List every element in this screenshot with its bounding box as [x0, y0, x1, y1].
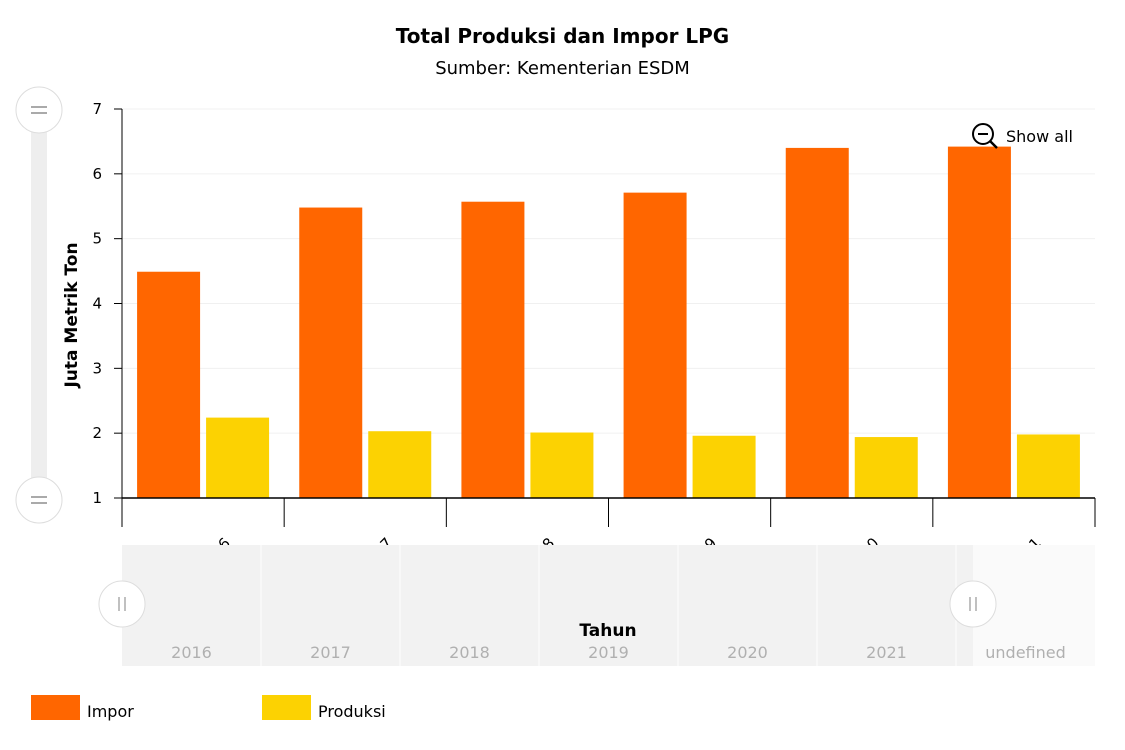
bar-impor-2017 [299, 207, 363, 498]
x-axis-title: Tahun [579, 621, 636, 641]
bar-produksi-2021 [1016, 434, 1080, 498]
y-tick-label: 4 [92, 295, 102, 313]
navigator-label: undefined [985, 643, 1066, 662]
bar-produksi-2018 [530, 432, 594, 498]
navigator-label: 2016 [171, 643, 212, 662]
navigator-left-handle[interactable] [98, 580, 146, 628]
bars [137, 146, 1080, 498]
legend-swatch-produksi [262, 695, 311, 720]
vertical-scrollbar-track[interactable] [31, 110, 47, 500]
navigator-background [122, 545, 1095, 666]
bar-impor-2020 [785, 147, 849, 498]
legend: Impor Produksi [31, 695, 386, 721]
bar-produksi-2019 [692, 435, 756, 498]
navigator-label: 2019 [588, 643, 629, 662]
show-all-button[interactable]: Show all [972, 123, 1073, 149]
legend-label-impor: Impor [87, 702, 134, 721]
chart-subtitle: Sumber: Kementerian ESDM [435, 58, 690, 79]
y-tick-label: 5 [92, 230, 102, 248]
y-tick-label: 3 [92, 359, 102, 377]
y-tick-label: 7 [92, 100, 102, 118]
y-axis-ticks: 1 2 3 4 5 6 7 [92, 100, 122, 507]
navigator-right-handle[interactable] [949, 580, 997, 628]
legend-label-produksi: Produksi [318, 702, 386, 721]
bar-produksi-2016 [206, 417, 270, 498]
navigator-label: 2018 [449, 643, 490, 662]
show-all-label[interactable]: Show all [1006, 127, 1073, 146]
bar-impor-2019 [623, 192, 687, 498]
y-tick-label: 2 [92, 424, 102, 442]
bar-produksi-2020 [854, 437, 918, 498]
bar-impor-2021 [947, 146, 1011, 498]
bar-produksi-2017 [368, 431, 432, 498]
vertical-scrollbar[interactable] [15, 86, 63, 524]
navigator-label: 2020 [727, 643, 768, 662]
y-axis-title: Juta Metrik Ton [62, 242, 82, 388]
navigator-label: 2021 [866, 643, 907, 662]
navigator-labels: 2016 2017 2018 2019 2020 2021 undefined [171, 643, 1066, 662]
navigator-label: 2017 [310, 643, 351, 662]
vertical-scrollbar-top-handle[interactable] [15, 86, 63, 134]
y-tick-label: 6 [92, 165, 102, 183]
y-tick-label: 1 [92, 489, 102, 507]
zoom-out-icon [972, 123, 998, 149]
bar-impor-2018 [461, 201, 525, 498]
vertical-scrollbar-bottom-handle[interactable] [15, 476, 63, 524]
chart-title: Total Produksi dan Impor LPG [395, 24, 730, 48]
bar-impor-2016 [137, 271, 201, 498]
grid [122, 108, 1095, 434]
legend-swatch-impor [31, 695, 80, 720]
navigator[interactable]: 2016 2017 2018 2019 2020 2021 undefined [98, 545, 1095, 666]
